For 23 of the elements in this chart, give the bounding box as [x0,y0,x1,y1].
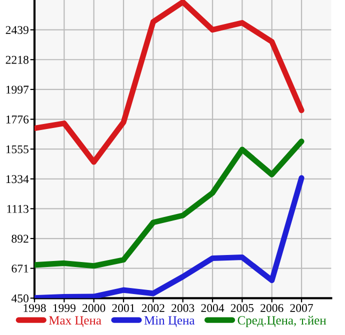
y-tick-label: 892 [12,234,28,243]
y-tick-label: 1334 [6,175,29,184]
legend-label: Max Цена [49,316,102,328]
y-tick-label: 1113 [7,204,28,213]
x-tick-label: 2000 [82,304,106,312]
y-tick-label: 450 [11,294,28,302]
x-tick-label: 2006 [260,304,284,312]
y-tick-label: 2218 [6,56,28,64]
y-tick-label: 1555 [6,145,28,154]
y-tick-label: 671 [12,264,28,273]
x-tick-label: 2002 [142,304,164,312]
x-tick-label: 2003 [172,304,194,312]
x-tick-label: 2005 [230,304,254,312]
y-tick-label: 1776 [6,116,29,124]
x-tick-label: 2007 [290,304,313,312]
x-tick-label: 2004 [201,304,224,312]
legend-label: Min Цена [144,316,195,328]
y-tick-label: 1997 [6,86,29,94]
x-tick-label: 2001 [112,304,135,312]
x-tick-label: 1998 [24,304,46,312]
x-tick-label: 1999 [53,304,76,312]
legend-label: Сред.Цена, т.йен [238,316,326,328]
y-tick-label: 2439 [6,26,28,34]
